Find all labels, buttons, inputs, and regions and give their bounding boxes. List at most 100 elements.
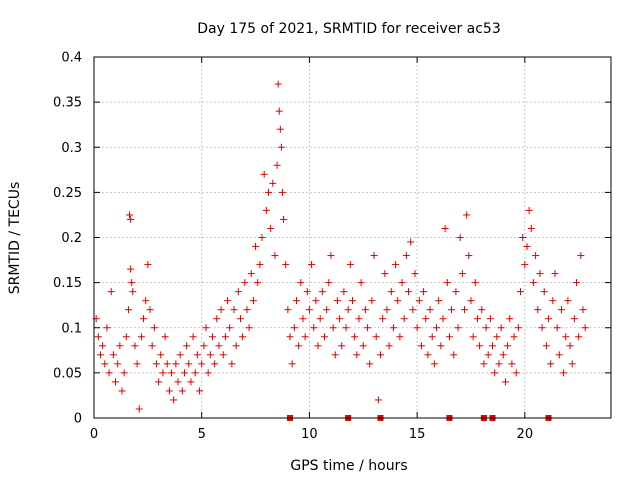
data-point: [415, 297, 423, 305]
data-point: [127, 215, 135, 223]
data-point: [276, 125, 284, 133]
data-point: [402, 252, 410, 260]
data-point: [396, 333, 404, 341]
data-point: [310, 324, 318, 332]
data-point: [258, 234, 266, 241]
data-point: [241, 279, 249, 287]
data-point: [140, 315, 148, 323]
data-point: [525, 206, 533, 214]
data-point: [514, 324, 522, 332]
data-point: [517, 288, 525, 296]
data-point: [183, 342, 191, 350]
data-point: [450, 351, 458, 359]
data-point: [577, 252, 585, 260]
data-point: [249, 297, 257, 305]
data-point: [316, 315, 324, 323]
data-point: [374, 396, 382, 404]
data-point: [152, 360, 160, 368]
data-point: [428, 333, 436, 341]
data-point: [277, 143, 285, 151]
data-point: [424, 351, 432, 359]
data-point: [247, 270, 255, 278]
data-point: [96, 351, 104, 359]
data-point: [377, 351, 385, 359]
data-point: [170, 396, 178, 404]
data-point: [501, 378, 509, 386]
data-point: [551, 270, 559, 278]
x-tick-label: 10: [301, 427, 318, 442]
data-point: [118, 387, 126, 395]
data-point: [480, 360, 488, 368]
data-point: [187, 378, 195, 386]
data-point: [359, 342, 367, 350]
data-point: [107, 288, 115, 296]
data-point: [99, 342, 107, 350]
data-point: [254, 279, 262, 287]
data-point: [131, 342, 139, 350]
x-tick-label: 15: [409, 427, 426, 442]
data-point: [482, 324, 490, 332]
data-point: [329, 324, 337, 332]
data-point: [389, 324, 397, 332]
data-point: [146, 306, 154, 314]
data-point: [570, 315, 578, 323]
data-point: [405, 288, 413, 296]
data-point: [292, 297, 300, 305]
data-point: [148, 342, 156, 350]
data-point: [275, 107, 283, 115]
data-point: [458, 270, 466, 278]
data-point: [394, 297, 402, 305]
data-point: [274, 80, 282, 88]
data-point: [103, 324, 111, 332]
data-point: [176, 351, 184, 359]
y-tick-label: 0.3: [61, 141, 82, 156]
data-point: [208, 333, 216, 341]
data-point: [260, 170, 268, 178]
data-point: [155, 378, 163, 386]
data-point: [489, 342, 497, 350]
data-point: [159, 369, 167, 377]
data-point: [193, 351, 201, 359]
data-point: [163, 360, 171, 368]
data-point: [493, 333, 501, 341]
data-point: [506, 315, 514, 323]
chart-title: Day 175 of 2021, SRMTID for receiver ac5…: [197, 21, 501, 37]
data-point: [196, 387, 204, 395]
data-point: [172, 360, 180, 368]
data-point: [243, 306, 251, 314]
data-point: [400, 315, 408, 323]
data-point: [555, 351, 563, 359]
data-point: [219, 351, 227, 359]
y-axis-label: SRMTID / TECUs: [7, 182, 23, 295]
data-point: [109, 351, 117, 359]
data-point: [288, 360, 296, 368]
data-point: [295, 342, 303, 350]
data-point: [312, 297, 320, 305]
data-point: [264, 188, 272, 196]
data-point: [575, 333, 583, 341]
data-point: [497, 324, 505, 332]
data-point: [519, 234, 527, 241]
data-point: [357, 279, 365, 287]
data-point: [280, 215, 288, 223]
data-point: [133, 360, 141, 368]
data-point: [286, 333, 294, 341]
data-point: [562, 333, 570, 341]
data-point: [269, 179, 277, 187]
data-point: [211, 360, 219, 368]
data-point: [573, 279, 581, 287]
data-point: [398, 279, 406, 287]
data-point: [463, 211, 471, 219]
data-point: [491, 369, 499, 377]
data-point: [536, 270, 544, 278]
data-points: [92, 80, 589, 413]
y-tick-label: 0.2: [61, 231, 82, 246]
data-point: [379, 315, 387, 323]
data-point: [564, 297, 572, 305]
data-point: [206, 351, 214, 359]
data-point: [437, 342, 445, 350]
y-tick-label: 0: [74, 412, 82, 427]
data-point: [129, 288, 137, 296]
data-point: [411, 270, 419, 278]
